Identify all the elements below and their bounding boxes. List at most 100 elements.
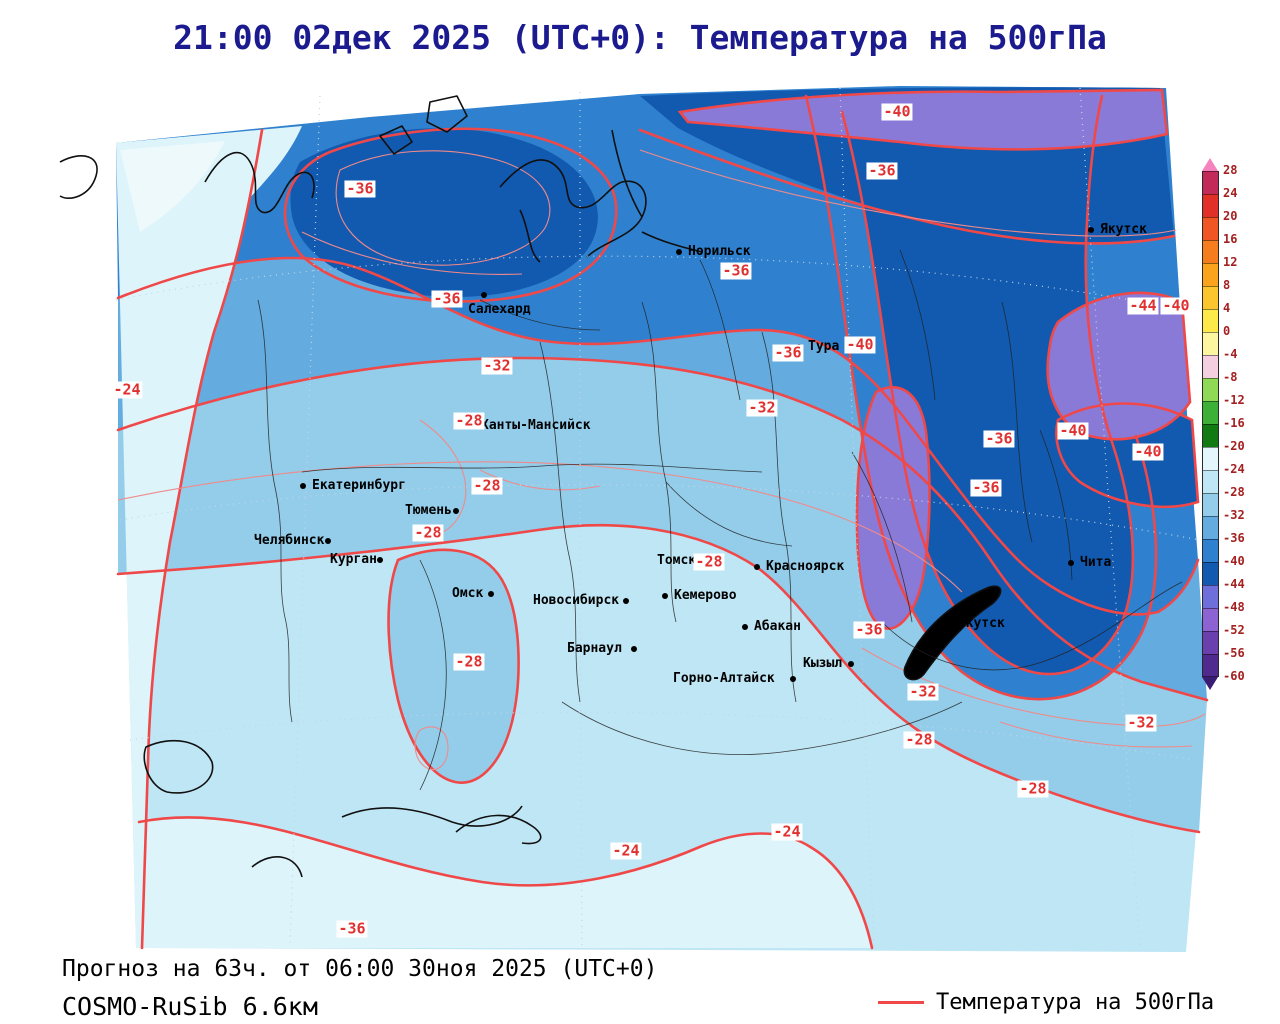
map-path (136, 817, 872, 948)
map-path (881, 581, 1183, 671)
contour-lines-layer (116, 88, 1209, 950)
colorbar-segment (1203, 286, 1218, 309)
map-path (561, 701, 963, 755)
lake-baikal (903, 585, 1002, 681)
colorbar-label: -32 (1223, 508, 1245, 522)
colorbar-label: -4 (1223, 347, 1238, 361)
city-label: Горно-Алтайск (673, 671, 775, 686)
city-label: Челябинск (254, 533, 325, 548)
border (341, 805, 523, 827)
isotherm-value-label: -28 (412, 523, 444, 542)
city-label: Курган (330, 552, 377, 567)
city-label: Тура (808, 339, 840, 354)
map-path (335, 150, 551, 266)
isotherm-value-label: -36 (772, 343, 804, 362)
map-path (665, 481, 793, 547)
city-dot (1088, 227, 1094, 233)
map-path (301, 463, 763, 473)
colorbar-label: -16 (1223, 416, 1245, 430)
colorbar-label: 0 (1223, 324, 1231, 338)
colorbar-segment (1203, 424, 1218, 447)
map-path (851, 451, 913, 623)
city-dot (623, 598, 629, 604)
map-path (677, 88, 1169, 151)
colorbar-segment (1203, 309, 1218, 332)
geography-layer (59, 95, 1002, 878)
colorbar-label: 12 (1223, 255, 1238, 269)
city-dot (848, 661, 854, 667)
colorbar-segment (1203, 332, 1218, 355)
temperature-fill-layer (116, 86, 1207, 948)
colorbar-label: -20 (1223, 439, 1245, 453)
isotherm-value-label: -32 (481, 356, 513, 375)
city-label: Ханты-Мансийск (481, 418, 591, 433)
isotherm-value-label: -40 (844, 335, 876, 354)
colorbar-arrow-bottom (1202, 677, 1218, 690)
colorbar-label: 16 (1223, 232, 1238, 246)
colorbar-label: -52 (1223, 623, 1245, 637)
isotherm-value-label: -28 (693, 552, 725, 571)
colorbar-segment (1203, 631, 1218, 654)
map-path (479, 469, 601, 491)
colorbar-segment (1203, 516, 1218, 539)
lake (143, 739, 214, 794)
isotherm-value-label: -36 (720, 261, 752, 280)
colorbar-segment (1203, 447, 1218, 470)
map-path (137, 816, 874, 950)
isotherm-value-label: -32 (746, 398, 778, 417)
city-dot (325, 538, 331, 544)
coastline (59, 155, 98, 200)
isotherm-value-label: -36 (866, 161, 898, 180)
isotherm-value-label: -24 (610, 841, 642, 860)
legend-label: Температура на 500гПа (936, 990, 1215, 1015)
map-path (414, 726, 449, 771)
city-label: Салехард (468, 302, 531, 317)
colorbar-segment (1203, 378, 1218, 401)
map-path (641, 301, 677, 623)
legend-line-sample (878, 1001, 924, 1004)
colorbar-segment (1203, 401, 1218, 424)
city-dot (488, 591, 494, 597)
colorbar-label: -24 (1223, 462, 1245, 476)
graticule-layer (115, 87, 1201, 951)
coastline (611, 129, 643, 218)
colorbar-segment (1203, 608, 1218, 631)
colorbar-labels: 28 24 20 16 12 8 4 0 -4 -8 -12 -16 -20 -24 -28 -32 -36 -4… (1223, 163, 1263, 683)
map-path (842, 90, 1133, 675)
map-path (999, 721, 1193, 748)
city-dot (481, 292, 487, 298)
colorbar-label: -12 (1223, 393, 1245, 407)
map-path (116, 130, 262, 948)
map-path (118, 358, 1207, 832)
island (379, 125, 413, 155)
city-dot (1068, 560, 1074, 566)
colorbar-label: 8 (1223, 278, 1231, 292)
city-label: Новосибирск (533, 593, 620, 608)
city-label: Иркутск (950, 616, 1005, 631)
city-dot (790, 676, 796, 682)
city-dot (377, 557, 383, 563)
map-path (116, 356, 1209, 702)
map-path (1055, 402, 1200, 509)
map-path (1047, 292, 1190, 440)
map-path (840, 94, 1135, 676)
city-dot (754, 564, 760, 570)
colorbar-segment (1203, 539, 1218, 562)
map-path (479, 299, 601, 331)
city-dot (453, 508, 459, 514)
map-path (639, 149, 1177, 237)
isotherm-value-label: -36 (970, 478, 1002, 497)
city-dot (742, 624, 748, 630)
isotherm-value-label: -40 (1160, 296, 1192, 315)
isotherm-value-label: -36 (431, 289, 463, 308)
colorbar-segment (1203, 171, 1218, 194)
isotherm-value-label: -40 (1057, 421, 1089, 440)
map-path (1046, 291, 1192, 441)
colorbar-label: -44 (1223, 577, 1245, 591)
forecast-info: Прогноз на 63ч. от 06:00 30ноя 2025 (UTC… (62, 956, 658, 982)
island (426, 95, 468, 133)
map-path (855, 386, 931, 630)
colorbar-label: -28 (1223, 485, 1245, 499)
